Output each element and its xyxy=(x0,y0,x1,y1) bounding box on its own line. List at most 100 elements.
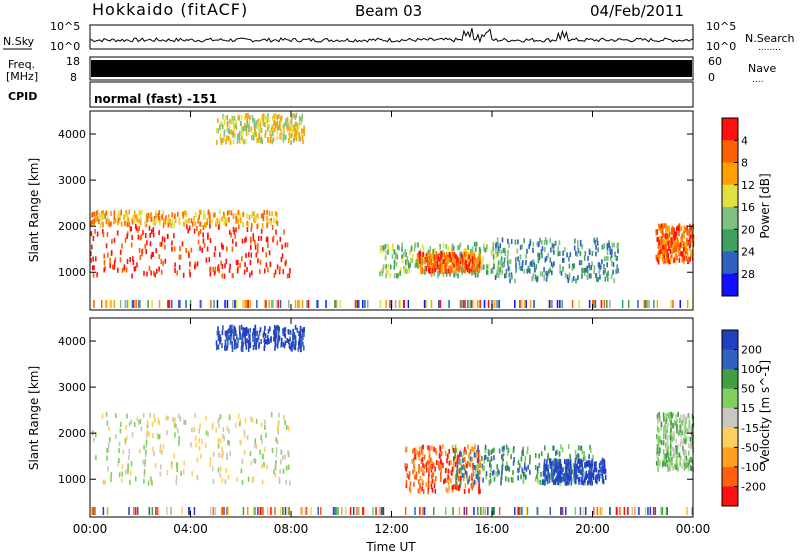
heatmap-cell xyxy=(502,248,505,253)
heatmap-cell xyxy=(212,451,215,457)
heatmap-cell xyxy=(455,459,458,465)
heatmap-cell xyxy=(560,270,563,276)
heatmap-cell xyxy=(153,451,155,457)
heatmap-cell xyxy=(166,430,168,436)
heatmap-cell xyxy=(584,480,587,486)
heatmap-cell xyxy=(559,462,561,468)
heatmap-cell xyxy=(669,443,672,449)
heatmap-cell xyxy=(660,425,662,431)
heatmap-cell xyxy=(173,213,176,219)
heatmap-cell xyxy=(156,507,159,515)
heatmap-cell xyxy=(482,507,485,515)
heatmap-cell xyxy=(163,237,166,243)
heatmap-cell xyxy=(574,465,576,471)
heatmap-cell xyxy=(559,300,561,308)
heatmap-cell xyxy=(379,271,381,277)
heatmap-cell xyxy=(408,474,410,480)
heatmap-cell xyxy=(270,218,272,223)
heatmap-cell xyxy=(649,507,652,515)
heatmap-cell xyxy=(668,226,671,232)
heatmap-cell xyxy=(519,463,521,469)
heatmap-cell xyxy=(204,214,206,219)
heatmap-cell xyxy=(562,476,565,482)
heatmap-cell xyxy=(613,278,616,284)
heatmap-cell xyxy=(196,226,198,231)
heatmap-cell xyxy=(286,424,288,430)
heatmap-cell xyxy=(581,274,583,279)
heatmap-cell xyxy=(548,300,551,308)
heatmap-cell xyxy=(438,245,441,251)
heatmap-cell xyxy=(477,259,479,265)
heatmap-cell xyxy=(427,249,430,255)
heatmap-cell xyxy=(447,246,449,251)
heatmap-cell xyxy=(547,252,550,258)
heatmap-cell xyxy=(586,268,589,274)
heatmap-cell xyxy=(265,252,267,258)
heatmap-cell xyxy=(199,423,201,429)
heatmap-cell xyxy=(515,268,517,274)
heatmap-cell xyxy=(96,209,99,215)
heatmap-cell xyxy=(219,217,221,223)
heatmap-cell xyxy=(164,258,167,264)
heatmap-cell xyxy=(259,269,261,275)
heatmap-cell xyxy=(139,210,141,216)
y-tick-label: 1000 xyxy=(58,266,86,279)
heatmap-cell xyxy=(481,455,483,461)
heatmap-cell xyxy=(219,466,222,472)
heatmap-cell xyxy=(294,131,296,137)
heatmap-cell xyxy=(440,262,442,268)
heatmap-cell xyxy=(603,469,606,475)
heatmap-cell xyxy=(259,507,262,515)
heatmap-cell xyxy=(242,138,244,143)
heatmap-cell xyxy=(300,128,303,134)
heatmap-cell xyxy=(607,256,609,262)
heatmap-cell xyxy=(90,251,92,256)
heatmap-cell xyxy=(524,300,526,308)
heatmap-cell xyxy=(492,268,494,274)
heatmap-cell xyxy=(405,483,408,489)
heatmap-cell xyxy=(578,300,580,308)
heatmap-cell xyxy=(152,227,155,233)
heatmap-cell xyxy=(606,272,608,278)
heatmap-cell xyxy=(671,422,673,428)
heatmap-cell xyxy=(690,230,693,235)
heatmap-cell xyxy=(585,507,587,515)
heatmap-cell xyxy=(430,253,432,259)
heatmap-cell xyxy=(535,264,538,270)
heatmap-cell xyxy=(110,221,112,227)
heatmap-cell xyxy=(185,300,187,308)
heatmap-cell xyxy=(154,417,156,423)
heatmap-cell xyxy=(222,325,224,331)
heatmap-cell xyxy=(461,472,464,478)
heatmap-cell xyxy=(257,213,259,219)
heatmap-cell xyxy=(139,448,141,454)
heatmap-cell xyxy=(280,257,283,263)
heatmap-cell xyxy=(405,268,407,274)
heatmap-cell xyxy=(140,426,143,432)
heatmap-cell xyxy=(230,338,232,344)
heatmap-cell xyxy=(146,271,148,277)
heatmap-cell xyxy=(363,507,365,515)
heatmap-cell xyxy=(674,420,676,425)
heatmap-cell xyxy=(662,232,664,238)
heatmap-cell xyxy=(574,458,577,463)
heatmap-cell xyxy=(126,219,129,225)
heatmap-cell xyxy=(278,114,280,119)
heatmap-cell xyxy=(254,130,257,136)
heatmap-cell xyxy=(544,467,547,473)
heatmap-cell xyxy=(547,269,550,275)
heatmap-cell xyxy=(254,458,257,464)
heatmap-cell xyxy=(541,271,544,277)
heatmap-cell xyxy=(603,458,605,464)
heatmap-cell xyxy=(262,216,265,222)
heatmap-cell xyxy=(275,447,278,453)
heatmap-cell xyxy=(657,416,659,422)
heatmap-cell xyxy=(550,474,552,480)
heatmap-cell xyxy=(477,507,479,515)
heatmap-cell xyxy=(289,268,291,273)
heatmap-cell xyxy=(213,270,216,276)
heatmap-cell xyxy=(221,477,224,483)
heatmap-cell xyxy=(128,222,130,228)
heatmap-cell xyxy=(125,267,128,273)
heatmap-cell xyxy=(291,341,294,347)
